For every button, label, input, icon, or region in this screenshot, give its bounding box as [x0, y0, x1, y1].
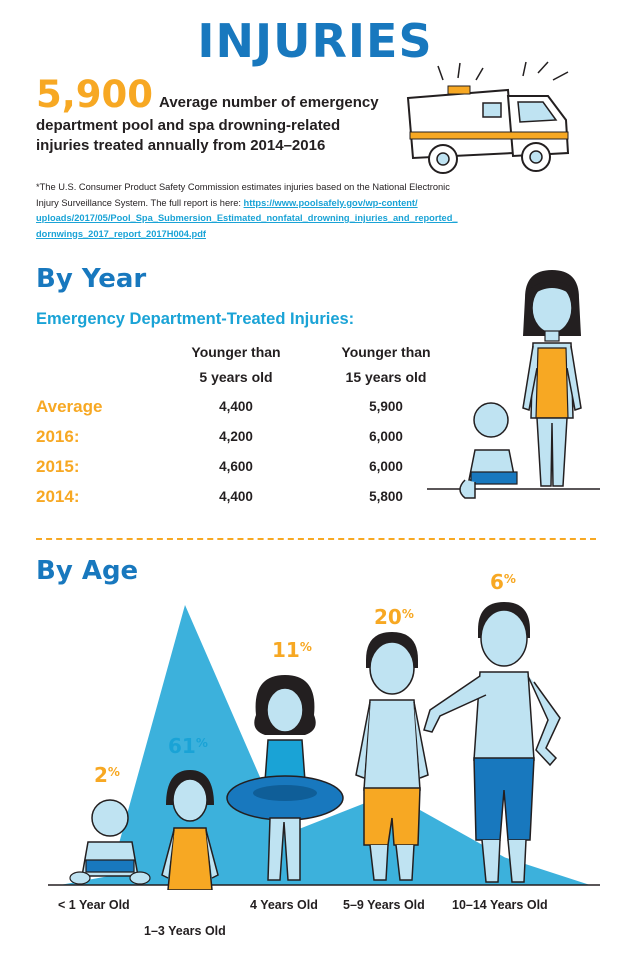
- report-link-2[interactable]: uploads/2017/05/Pool_Spa_Submersion_Esti…: [36, 213, 458, 223]
- cell-2016-under-5: 4,200: [219, 429, 253, 444]
- column-header-under-15: Younger than 15 years old: [316, 340, 456, 390]
- summary-block: 5,900 Average number of emergency depart…: [36, 74, 381, 156]
- pct-symbol: %: [401, 607, 414, 621]
- pct-value: 61: [168, 734, 196, 758]
- row-label-2015: 2015:: [36, 457, 80, 476]
- pct-value: 2: [94, 763, 108, 787]
- ambulance-illustration: [406, 61, 570, 174]
- cell-2014-under-15: 5,800: [369, 489, 403, 504]
- summary-line-2: department pool and spa drowning-related: [36, 117, 341, 134]
- footnote-text-1: *The U.S. Consumer Product Safety Commis…: [36, 182, 450, 192]
- child-with-float-figure: [226, 675, 344, 881]
- pct-value: 6: [490, 570, 504, 594]
- pct-label-5-9: 20%: [374, 605, 414, 629]
- by-age-heading: By Age: [36, 556, 139, 586]
- children-illustration: [427, 270, 600, 499]
- column-header-line: Younger than: [341, 344, 431, 360]
- row-label-average: Average: [36, 397, 103, 416]
- row-label-2016: 2016:: [36, 427, 80, 446]
- age-label-1-3: 1–3 Years Old: [144, 924, 226, 938]
- column-header-line: 15 years old: [345, 369, 427, 385]
- pct-label-4: 11%: [272, 638, 312, 662]
- summary-number: 5,900: [36, 73, 154, 116]
- summary-line-1: Average number of emergency: [159, 94, 379, 111]
- cell-2016-under-15: 6,000: [369, 429, 403, 444]
- cell-2014-under-5: 4,400: [219, 489, 253, 504]
- footnote: *The U.S. Consumer Product Safety Commis…: [36, 180, 496, 242]
- boy-5-9-figure: [355, 632, 429, 881]
- section-divider: [36, 538, 596, 540]
- footnote-text-2: Injury Surveillance System. The full rep…: [36, 197, 244, 208]
- baby-figure: [69, 799, 151, 885]
- boy-10-14-figure: [423, 602, 561, 883]
- cell-average-under-15: 5,900: [369, 399, 403, 414]
- age-label-10-14: 10–14 Years Old: [452, 898, 548, 912]
- column-header-line: 5 years old: [199, 369, 273, 385]
- age-label-4: 4 Years Old: [250, 898, 318, 912]
- pct-label-10-14: 6%: [490, 570, 516, 594]
- age-label-under-1: < 1 Year Old: [58, 898, 130, 912]
- report-link-1[interactable]: https://www.poolsafely.gov/wp-content/: [243, 197, 418, 208]
- pct-symbol: %: [299, 640, 312, 654]
- pct-value: 20: [374, 605, 402, 629]
- pct-symbol: %: [107, 765, 120, 779]
- cell-2015-under-5: 4,600: [219, 459, 253, 474]
- toddler-figure: [161, 770, 219, 890]
- by-year-subheading: Emergency Department-Treated Injuries:: [36, 310, 355, 328]
- cell-2015-under-15: 6,000: [369, 459, 403, 474]
- pct-label-under-1: 2%: [94, 763, 120, 787]
- column-header-under-5: Younger than 5 years old: [166, 340, 306, 390]
- pct-value: 11: [272, 638, 300, 662]
- pct-symbol: %: [503, 572, 516, 586]
- summary-line-3: injuries treated annually from 2014–2016: [36, 137, 326, 154]
- pct-symbol: %: [195, 736, 208, 750]
- by-year-heading: By Year: [36, 264, 147, 294]
- age-label-5-9: 5–9 Years Old: [343, 898, 425, 912]
- column-header-line: Younger than: [191, 344, 281, 360]
- age-area-chart: [48, 602, 600, 890]
- page-title: INJURIES: [197, 14, 433, 68]
- row-label-2014: 2014:: [36, 487, 80, 506]
- pct-label-1-3: 61%: [168, 734, 208, 758]
- cell-average-under-5: 4,400: [219, 399, 253, 414]
- report-link-3[interactable]: dornwings_2017_report_2017H004.pdf: [36, 228, 206, 239]
